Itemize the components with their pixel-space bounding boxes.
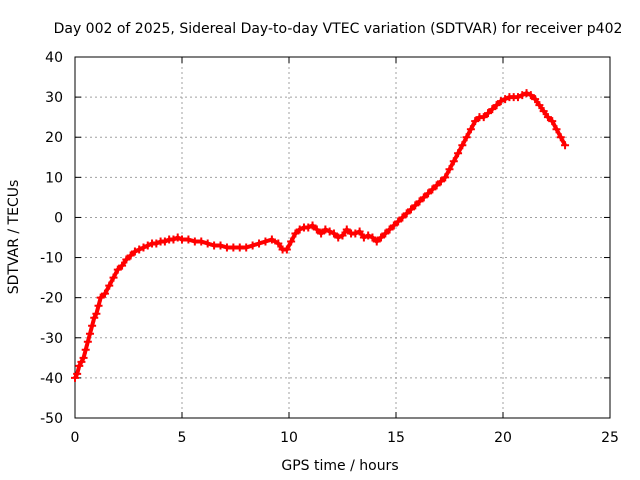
- y-tick-label: -50: [40, 411, 63, 427]
- x-tick-label: 10: [280, 430, 298, 446]
- series-line: [73, 91, 567, 379]
- y-tick-label: 0: [54, 210, 63, 226]
- y-tick-label: 20: [45, 130, 63, 146]
- y-tick-label: -10: [40, 251, 63, 267]
- data-points: [71, 89, 570, 382]
- y-tick-label: -40: [40, 371, 63, 387]
- chart-title: Day 002 of 2025, Sidereal Day-to-day VTE…: [54, 21, 623, 37]
- y-tick-label: 40: [45, 50, 63, 66]
- x-tick-label: 25: [601, 430, 619, 446]
- x-axis-label: GPS time / hours: [281, 458, 398, 474]
- x-tick-label: 0: [71, 430, 80, 446]
- y-axis-label: SDTVAR / TECUs: [6, 180, 22, 295]
- plot-border: [74, 56, 611, 419]
- x-axis: 0 5 10 15 20 25: [71, 57, 619, 446]
- x-tick-label: 5: [178, 430, 187, 446]
- y-axis: -50 -40 -30 -20 -10 0 10 20 30 40: [40, 50, 610, 427]
- x-tick-label: 15: [387, 430, 405, 446]
- x-tick-label: 20: [494, 430, 512, 446]
- y-tick-label: -20: [40, 291, 63, 307]
- y-tick-label: 30: [45, 90, 63, 106]
- plot-frame: [74, 56, 611, 419]
- y-tick-label: 10: [45, 170, 63, 186]
- y-tick-label: -30: [40, 331, 63, 347]
